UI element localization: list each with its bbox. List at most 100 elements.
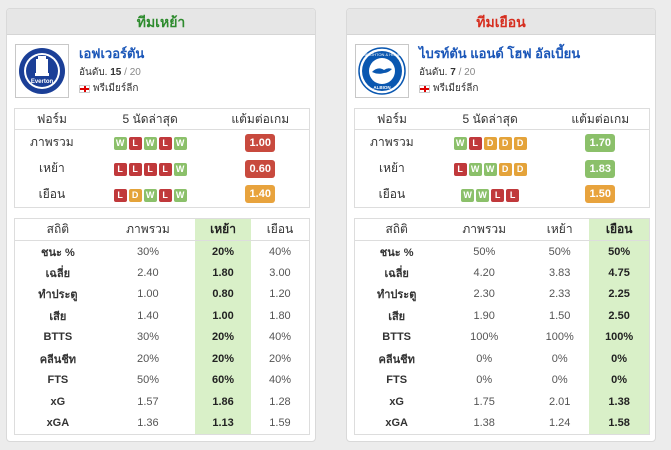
result-badge: W	[173, 137, 187, 151]
ppg-cell: 1.40	[212, 182, 310, 208]
stat-label: xG	[389, 395, 404, 408]
stat-value: 50%	[589, 240, 650, 262]
stats-row: xGA 1.38 1.24 1.58	[355, 412, 650, 434]
stats-row: คลีนชีท 20% 20% 20%	[15, 348, 310, 370]
overall-col-header: ภาพรวม	[438, 218, 531, 241]
result-badge: L	[158, 137, 172, 151]
ppg-cell: 1.70	[552, 130, 650, 156]
result-badge: L	[128, 163, 142, 176]
stat-value: 1.90	[473, 309, 495, 322]
last5-col-header: 5 นัดล่าสุด	[88, 108, 212, 130]
stat-value: 1.57	[137, 395, 159, 408]
stat-label: เฉลี่ย	[384, 267, 409, 280]
away-col-header: เยือน	[589, 218, 650, 241]
stat-value: 0%	[551, 374, 568, 387]
away-team-name[interactable]: ไบรท์ตัน แอนด์ โฮฟ อัลเบี้ยน	[419, 46, 581, 61]
stats-row: FTS 50% 60% 40%	[15, 369, 310, 391]
stat-label: ทำประตู	[38, 289, 78, 302]
stats-row: คลีนชีท 0% 0% 0%	[355, 348, 650, 370]
result-badge: W	[483, 163, 497, 176]
home-rank: อันดับ. 15 / 20	[79, 65, 141, 80]
home-team-name[interactable]: เอฟเวอร์ตัน	[79, 46, 145, 61]
rank-value: 15	[110, 67, 122, 78]
stat-value: 1.38	[473, 417, 495, 429]
home-stats-table: สถิติ ภาพรวม เหย้า เยือน ชนะ % 30% 20% 40% เ…	[14, 218, 310, 435]
stats-row: xG 1.57 1.86 1.28	[15, 391, 310, 413]
stat-value: 1.00	[195, 305, 251, 327]
stats-row: ชนะ % 30% 20% 40%	[15, 240, 310, 262]
stat-value: 1.36	[137, 417, 159, 429]
stat-label: BTTS	[43, 331, 73, 344]
stat-value: 1.86	[195, 391, 251, 413]
stat-value: 1.00	[137, 288, 159, 301]
stat-label: ชนะ %	[379, 246, 414, 259]
result-badge: D	[498, 137, 512, 151]
stat-value: 40%	[268, 374, 291, 387]
league-name: พรีเมียร์ลีก	[93, 83, 139, 94]
brighton-logo[interactable]: BRIGHTON & HOVE ALBION	[355, 44, 409, 98]
home-form-table: ฟอร์ม 5 นัดล่าสุด แต้มต่อเกม ภาพรวม W L W L W…	[14, 108, 310, 208]
away-league[interactable]: พรีเมียร์ลีก	[419, 81, 478, 96]
stat-value: 1.50	[548, 309, 571, 322]
away-stats-table: สถิติ ภาพรวม เหย้า เยือน ชนะ % 50% 50% 50% เ…	[354, 218, 650, 435]
ppg-cell: 1.50	[552, 182, 650, 208]
stat-label: FTS	[386, 374, 408, 387]
result-badge: W	[453, 137, 467, 151]
stats-row: ชนะ % 50% 50% 50%	[355, 240, 650, 262]
result-badge: D	[128, 188, 142, 202]
result-badge: D	[483, 137, 497, 151]
stats-row: เสีย 1.40 1.00 1.80	[15, 305, 310, 327]
home-league[interactable]: พรีเมียร์ลีก	[79, 81, 138, 96]
stat-value: 20%	[195, 348, 251, 370]
stat-value: 1.80	[269, 309, 291, 322]
stat-value: 2.33	[548, 288, 571, 301]
last5-col-header: 5 นัดล่าสุด	[428, 108, 552, 130]
result-badge: W	[476, 188, 490, 202]
stat-value: 100%	[545, 331, 574, 344]
stat-col-header: สถิติ	[14, 218, 101, 241]
stat-value: 1.28	[269, 395, 291, 408]
everton-logo[interactable]: Everton	[15, 44, 69, 98]
stats-row: เสีย 1.90 1.50 2.50	[355, 305, 650, 327]
stat-value: 4.75	[589, 262, 650, 284]
form-col-header: ฟอร์ม	[14, 108, 89, 130]
stat-value: 100%	[470, 331, 499, 344]
overall-col-header: ภาพรวม	[100, 218, 196, 241]
stat-value: 20%	[195, 326, 251, 348]
stat-value: 20%	[195, 240, 251, 262]
stats-row: BTTS 30% 20% 40%	[15, 326, 310, 348]
away-team-info: BRIGHTON & HOVE ALBION ไบรท์ตัน แอนด์ โฮ…	[347, 35, 655, 99]
stat-value: 2.50	[589, 305, 650, 327]
stat-value: 0%	[476, 352, 493, 365]
ppg-badge: 1.00	[245, 133, 276, 152]
result-badge: L	[113, 188, 127, 202]
stat-value: 1.38	[589, 391, 650, 413]
result-badge: L	[113, 163, 127, 176]
result-badge: L	[143, 163, 157, 176]
stat-value: 2.25	[589, 283, 650, 305]
ppg-badge: 1.83	[585, 159, 616, 178]
form-row-label: เหย้า	[38, 161, 65, 175]
stat-value: 20%	[268, 352, 291, 365]
stat-label: เฉลี่ย	[45, 267, 71, 280]
result-badge: L	[491, 188, 505, 202]
stats-row: ทำประตู 2.30 2.33 2.25	[355, 283, 650, 305]
stat-value: 1.80	[195, 262, 251, 284]
form-row: เยือน L D W L W 1.40	[15, 182, 310, 208]
ppg-cell: 1.00	[212, 130, 310, 156]
stat-label: คลีนชีท	[378, 353, 415, 366]
stat-label: BTTS	[382, 331, 412, 344]
home-team-info: Everton เอฟเวอร์ตัน อันดับ. 15 / 20 พรีเ…	[7, 35, 315, 99]
form-row: เหย้า L W W D D 1.83	[355, 156, 650, 182]
result-badge: W	[143, 188, 157, 202]
stats-row: FTS 0% 0% 0%	[355, 369, 650, 391]
form-row-label: ภาพรวม	[370, 135, 414, 150]
ppg-cell: 0.60	[212, 156, 310, 182]
stat-value: 0%	[476, 374, 493, 387]
england-flag-icon	[419, 84, 430, 93]
svg-text:Everton: Everton	[31, 79, 54, 85]
form-row: เหย้า L L L L W 0.60	[15, 156, 310, 182]
stat-value: 0%	[551, 352, 568, 365]
